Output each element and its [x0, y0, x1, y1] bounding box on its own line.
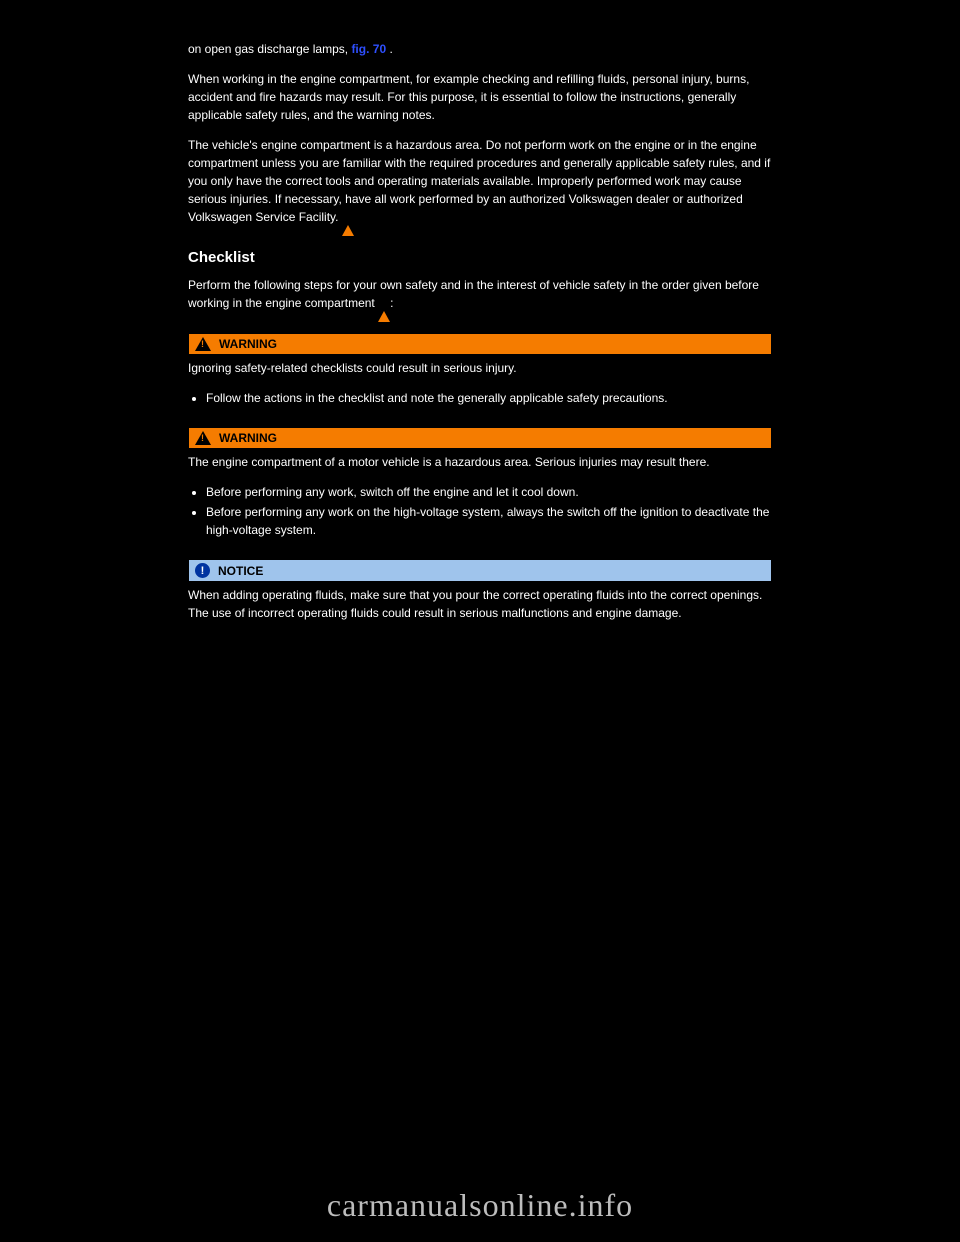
- warning-label: WARNING: [219, 431, 277, 445]
- warning-callout-header: WARNING: [188, 427, 772, 449]
- warning-label: WARNING: [219, 337, 277, 351]
- link-after-text: .: [389, 42, 392, 56]
- engine-compartment-paragraph: The vehicle's engine compartment is a ha…: [188, 136, 772, 227]
- warning-bullets: Before performing any work, switch off t…: [188, 483, 772, 539]
- checklist-heading: Checklist: [188, 249, 772, 266]
- warning-body: Ignoring safety-related checklists could…: [188, 359, 772, 407]
- notice-callout-header: ! NOTICE: [188, 559, 772, 582]
- watermark: carmanualsonline.info: [0, 1187, 960, 1224]
- warning-bullet: Before performing any work, switch off t…: [206, 483, 772, 501]
- warning-callout-header: WARNING: [188, 333, 772, 355]
- warning-bullets: Follow the actions in the checklist and …: [188, 389, 772, 407]
- inline-warning-icon: [342, 209, 354, 227]
- notice-icon: !: [195, 563, 210, 578]
- checklist-paragraph: Perform the following steps for your own…: [188, 276, 772, 313]
- notice-label: NOTICE: [218, 564, 263, 578]
- link-before-text: on open gas discharge lamps,: [188, 42, 351, 56]
- warning-body: The engine compartment of a motor vehicl…: [188, 453, 772, 539]
- fig-reference-line: on open gas discharge lamps, fig. 70 .: [188, 40, 772, 58]
- warning-icon: [195, 431, 211, 445]
- warning-text: The engine compartment of a motor vehicl…: [188, 453, 772, 471]
- document-page: on open gas discharge lamps, fig. 70 . W…: [188, 40, 772, 634]
- warning-icon: [195, 337, 211, 351]
- checklist-text: Perform the following steps for your own…: [188, 278, 759, 310]
- notice-text: When adding operating fluids, make sure …: [188, 586, 772, 622]
- figure-link[interactable]: fig. 70: [351, 42, 386, 56]
- warning-text: Ignoring safety-related checklists could…: [188, 359, 772, 377]
- inline-warning-icon: [378, 295, 390, 313]
- engine-compartment-text: The vehicle's engine compartment is a ha…: [188, 138, 770, 224]
- notice-body: When adding operating fluids, make sure …: [188, 586, 772, 622]
- intro-paragraph: When working in the engine compartment, …: [188, 70, 772, 124]
- warning-bullet: Follow the actions in the checklist and …: [206, 389, 772, 407]
- warning-bullet: Before performing any work on the high-v…: [206, 503, 772, 539]
